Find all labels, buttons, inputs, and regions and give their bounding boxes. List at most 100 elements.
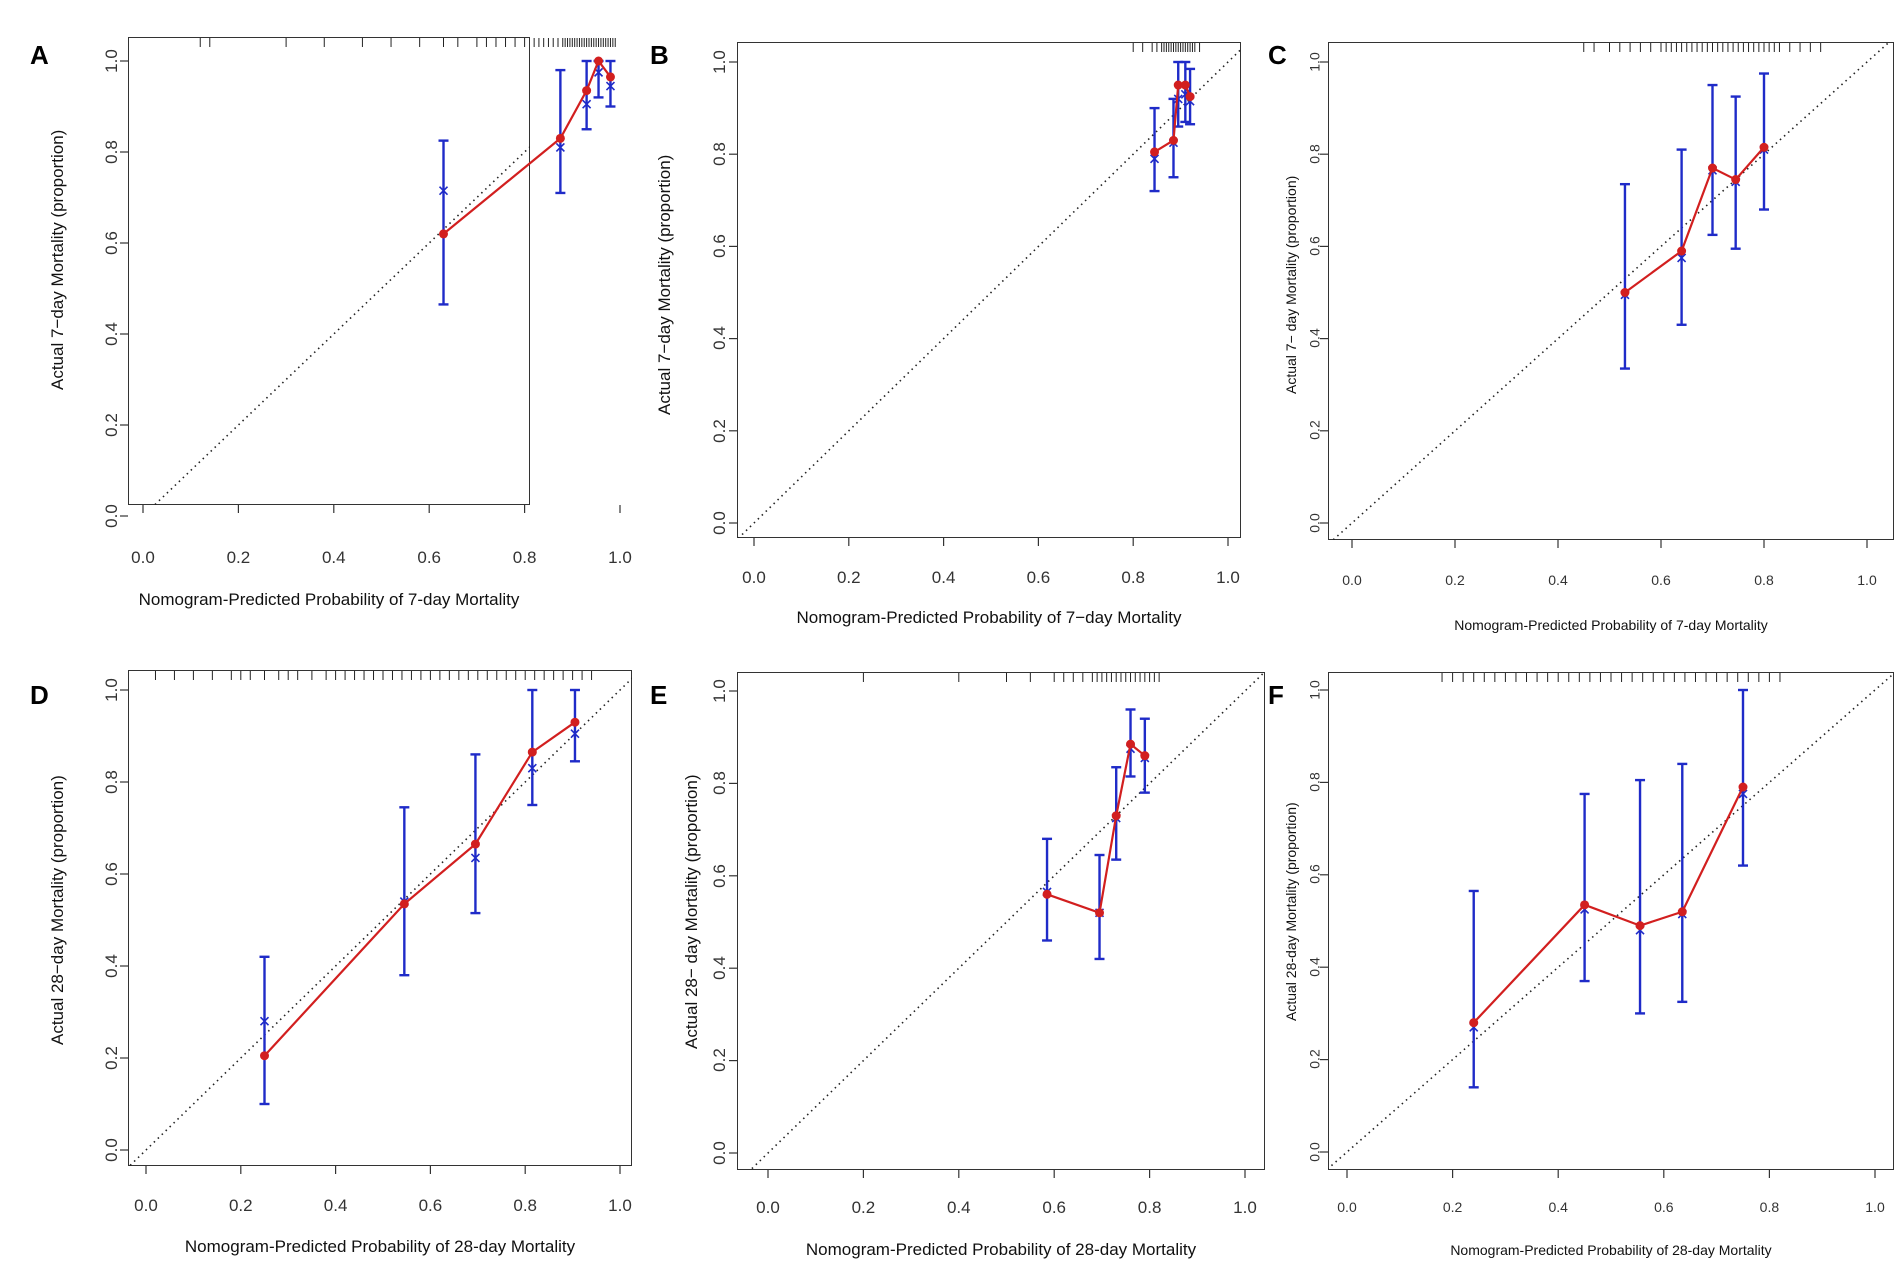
x-tick-label: 0.4 [931,568,956,587]
x-tick-label: 1.0 [608,1196,632,1215]
x-tick-label: 0.4 [1548,1199,1568,1215]
x-tick-label: 0.8 [1754,572,1774,588]
x-tick-label: 1.0 [1865,1199,1885,1215]
x-axis-label: Nomogram-Predicted Probability of 7-day … [1454,617,1768,633]
x-tick-label: 0.0 [131,548,155,567]
x-tick-label: 0.6 [1042,1198,1067,1217]
observed-point [1180,80,1190,90]
observed-point [1738,782,1748,792]
observed-line [1472,786,1744,1024]
corrected-point [438,186,449,196]
observed-point [260,1051,269,1061]
x-tick-label: 1.0 [608,548,632,567]
observed-point [1635,921,1645,931]
corrected-point [527,763,537,773]
x-axis-label: Nomogram-Predicted Probability of 28-day… [184,1237,576,1256]
observed-point [527,747,537,757]
x-tick-label: 0.2 [1445,572,1465,588]
x-tick-label: 0.0 [742,568,766,587]
observed-point [1111,811,1121,821]
x-axis-label: Nomogram-Predicted Probability of 28-day… [805,1240,1197,1259]
ideal-line [128,677,632,1166]
x-tick-label: 0.6 [1026,568,1051,587]
x-tick-label: 0.6 [1651,572,1671,588]
x-tick-label: 0.0 [1342,572,1362,588]
x-tick-label: 0.2 [851,1198,876,1217]
x-tick-label: 0.8 [1121,568,1146,587]
corrected-point [605,81,616,91]
corrected-point [470,853,480,863]
observed-point [1150,147,1160,157]
observed-point [1042,889,1052,899]
ideal-line [749,672,1265,1170]
observed-point [1759,142,1769,152]
x-tick-label: 1.0 [1857,572,1877,588]
panel-letter: E [650,680,668,710]
observed-point [1620,288,1630,297]
x-tick-label: 0.0 [756,1198,780,1217]
panel-letter: C [1268,40,1287,70]
x-tick-label: 0.0 [1337,1199,1357,1215]
observed-point [1731,175,1741,185]
x-tick-label: 0.2 [228,1196,253,1215]
panel-letter: F [1268,680,1284,710]
observed-point [1095,908,1105,918]
corrected-point [259,1016,270,1026]
x-tick-label: 0.2 [836,568,861,587]
observed-point [470,839,480,849]
observed-point [570,717,580,727]
ideal-line [737,48,1241,538]
x-tick-label: 0.0 [134,1196,158,1215]
x-tick-label: 0.2 [1442,1199,1463,1215]
observed-point [1140,751,1150,761]
plot-frame [1328,42,1894,540]
observed-point [1126,739,1136,749]
x-tick-label: 0.8 [1137,1198,1162,1217]
observed-point [582,86,592,96]
observed-point [399,899,409,909]
x-axis-label: Nomogram-Predicted Probability of 7−day … [796,608,1182,627]
panel-letter: B [650,40,669,70]
plot-frame [128,37,530,505]
observed-point [1708,163,1717,173]
x-tick-label: 0.4 [323,1196,348,1215]
plot-frame [737,42,1241,538]
x-tick-label: 0.4 [321,548,346,567]
observed-point [594,56,604,66]
ideal-line [1331,42,1891,540]
observed-point [605,72,615,82]
observed-point [1677,907,1687,917]
x-tick-label: 0.6 [418,1196,443,1215]
observed-point [1173,80,1183,90]
corrected-point [1677,253,1687,263]
observed-point [439,229,449,239]
x-tick-label: 0.4 [1548,572,1568,588]
x-axis-label: Nomogram-Predicted Probability of 28-day… [1450,1242,1772,1258]
x-tick-label: 0.6 [417,548,442,567]
x-tick-label: 1.0 [1216,568,1240,587]
x-tick-label: 0.8 [513,1196,538,1215]
x-tick-label: 0.6 [1654,1199,1674,1215]
corrected-point [1173,94,1183,104]
panel-letter: A [30,40,49,70]
observed-point [1469,1018,1479,1028]
observed-point [555,133,565,143]
observed-point [1185,92,1195,102]
plot-frame [737,672,1265,1170]
corrected-point [582,99,592,109]
panel-letter: D [30,680,49,710]
observed-point [1677,246,1687,256]
x-tick-label: 0.8 [1759,1199,1780,1215]
plot-frame [1328,672,1894,1170]
x-tick-label: 0.2 [226,548,251,567]
x-tick-label: 0.8 [512,548,537,567]
plot-frame [128,670,632,1166]
corrected-point [570,729,580,739]
corrected-point [1149,154,1160,164]
